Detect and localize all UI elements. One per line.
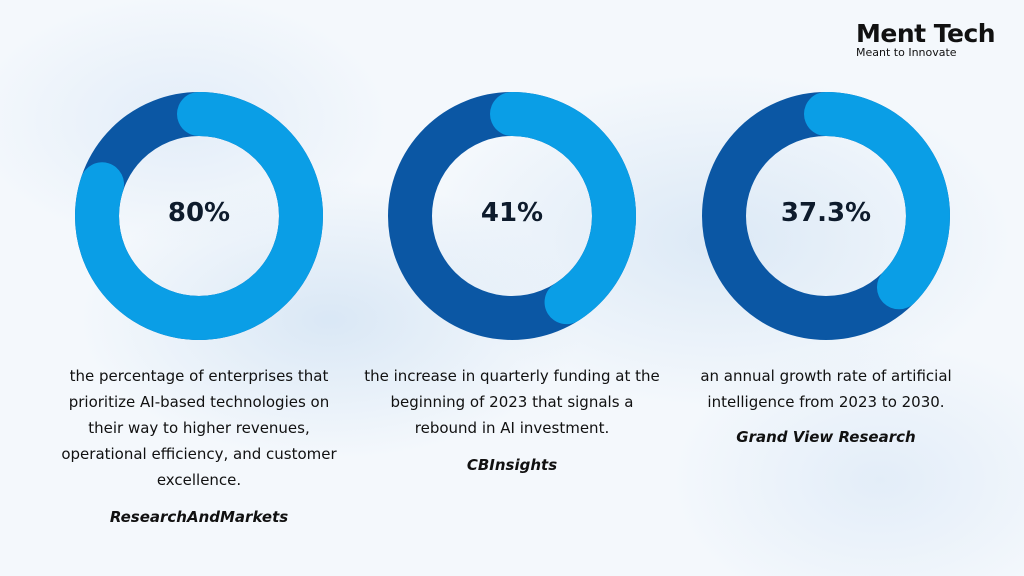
donut-chart-3 (702, 92, 950, 340)
donut-value-label: 80% (167, 198, 231, 228)
brand-name: Ment Tech (856, 19, 996, 48)
stat-source: Grand View Research (736, 428, 916, 446)
donut-slice-value (702, 92, 950, 340)
donut-chart-1 (75, 92, 323, 340)
stat-source: ResearchAndMarkets (109, 508, 289, 526)
brand-tagline: Meant to Innovate (856, 46, 957, 59)
donut-chart-2 (388, 92, 636, 340)
brand-logo: Ment Tech Meant to Innovate (856, 20, 1016, 59)
donut-value-label: 37.3% (780, 198, 872, 228)
donut-slice-value (75, 92, 323, 340)
donut-slice-value (388, 92, 636, 340)
stat-description: the increase in quarterly funding at the… (364, 367, 660, 437)
stat-description: an annual growth rate of artificial inte… (700, 367, 952, 411)
donut-value-label: 41% (480, 198, 544, 228)
stat-source: CBInsights (466, 456, 558, 474)
stat-description: the percentage of enterprises that prior… (61, 367, 337, 489)
